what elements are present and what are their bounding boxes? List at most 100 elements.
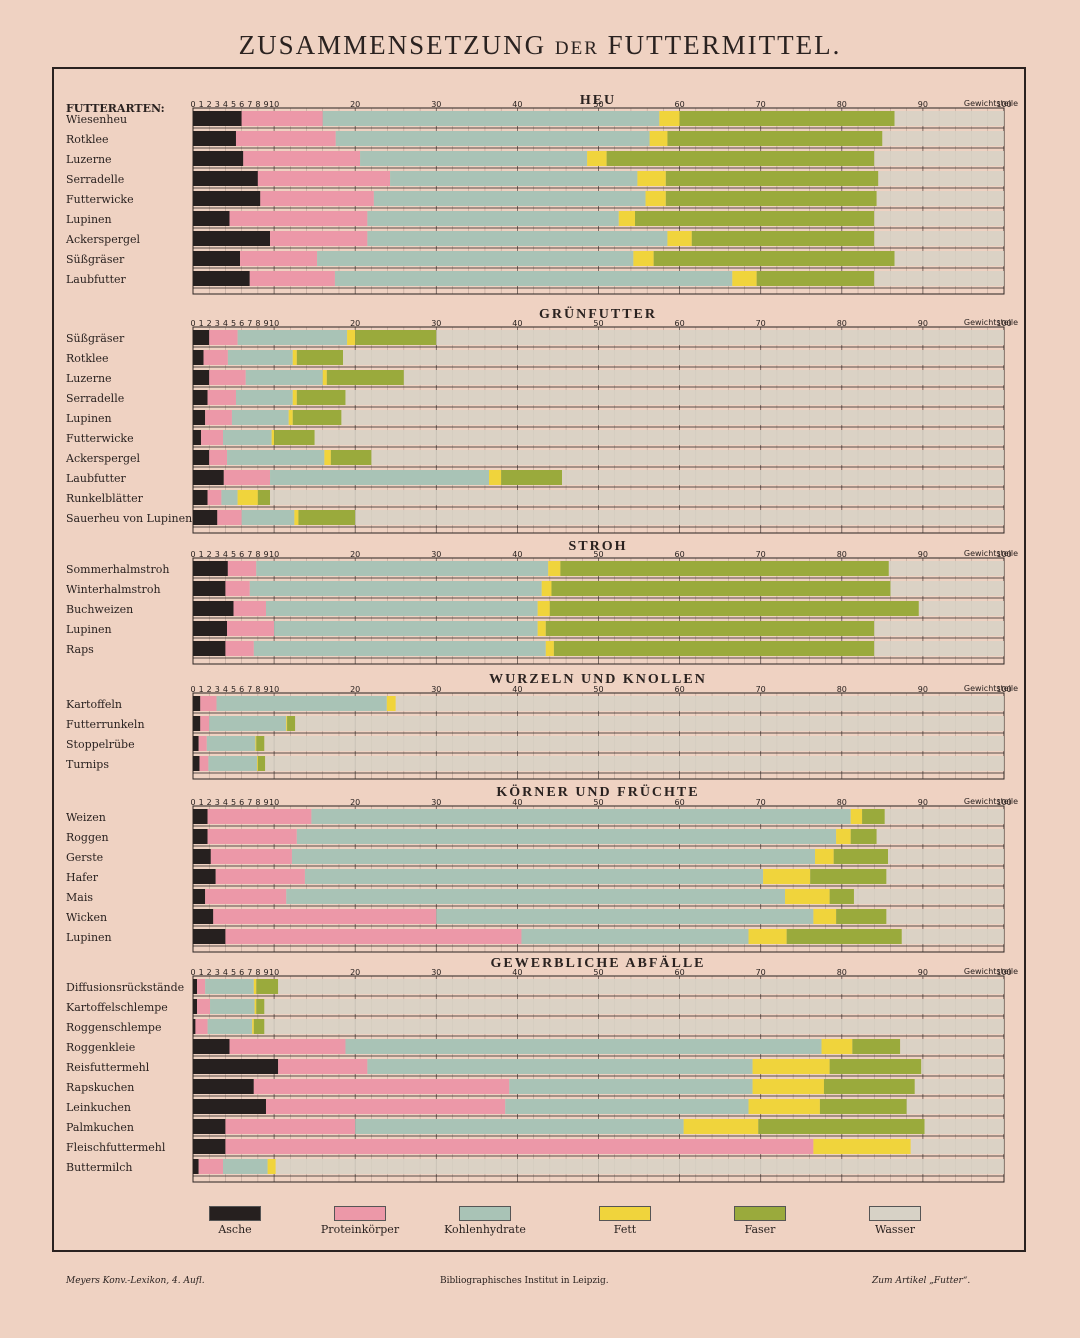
x-tick-label: 1 [199, 685, 204, 694]
bar-segment [193, 1159, 199, 1174]
bar-segment [330, 450, 372, 465]
bar-segment [256, 979, 279, 994]
bar-segment [786, 929, 902, 944]
x-tick-label: 30 [431, 100, 441, 109]
bar-segment [193, 1079, 254, 1094]
bar-segment [894, 111, 1004, 126]
bar-segment [210, 849, 292, 864]
x-tick-label: 3 [215, 550, 220, 559]
row-label: Lupinen [66, 623, 112, 636]
x-tick-label: 1 [199, 100, 204, 109]
bar-segment [819, 1099, 907, 1114]
bar-segment [683, 1119, 759, 1134]
bar-segment [882, 131, 1004, 146]
row-label: Lupinen [66, 931, 112, 944]
section-4: KÖRNER UND FRÜCHTE 0 1 2 3 4 5 6 7 8 9 10 20 30 40 50 60… [66, 783, 1018, 953]
row-label: Serradelle [66, 173, 124, 186]
x-tick-label: 20 [350, 319, 360, 328]
bar-segment [207, 829, 297, 844]
row-label: Winterhalmstroh [66, 583, 161, 596]
x-tick-label: 9 [263, 798, 268, 807]
bar-segment [291, 849, 816, 864]
section-title: KÖRNER UND FRÜCHTE [496, 783, 699, 800]
bar-segment [345, 1039, 822, 1054]
bar-segment [207, 1019, 253, 1034]
bar-segment [193, 410, 206, 425]
bar-segment [216, 696, 387, 711]
x-tick-label: 1 [199, 798, 204, 807]
legend-swatch [334, 1206, 386, 1221]
bar-segment [193, 621, 228, 636]
x-tick-label: 70 [756, 968, 766, 977]
x-tick-label: 40 [512, 798, 522, 807]
x-tick-label: 90 [918, 550, 928, 559]
bar-segment [193, 809, 208, 824]
row-label: Hafer [66, 871, 99, 884]
bar-segment [229, 211, 368, 226]
bar-segment [874, 211, 1004, 226]
bar-segment [360, 151, 588, 166]
x-tick-label: 100 [996, 968, 1011, 977]
bar-segment [207, 809, 312, 824]
legend-swatch [734, 1206, 786, 1221]
x-tick-label: 2 [207, 798, 212, 807]
row-label: Fleischfuttermehl [66, 1141, 166, 1154]
bar-segment [255, 736, 257, 751]
row-label: Buttermilch [66, 1161, 133, 1174]
x-tick-label: 4 [223, 319, 228, 328]
bar-segment [545, 621, 875, 636]
bar-segment [326, 370, 404, 385]
bar-segment [521, 929, 749, 944]
x-tick-label: 10 [269, 798, 279, 807]
x-tick-label: 2 [207, 319, 212, 328]
legend-label: Faser [744, 1223, 776, 1236]
bar-segment [548, 561, 561, 576]
bar-segment [748, 929, 787, 944]
bar-segment [489, 470, 502, 485]
bar-segment [193, 641, 226, 656]
bar-segment [501, 470, 563, 485]
bar-segment [901, 929, 1004, 944]
x-tick-label: 5 [231, 550, 236, 559]
legend-item: Kohlenhydrate [440, 1206, 530, 1236]
bar-segment [890, 581, 1004, 596]
bar-segment [906, 1099, 1004, 1114]
bar-segment [373, 191, 646, 206]
chart-frame [52, 67, 1026, 1252]
bar-segment [853, 889, 1004, 904]
bar-segment [193, 171, 258, 186]
row-label: Süßgräser [66, 253, 125, 266]
x-tick-label: 70 [756, 319, 766, 328]
bar-segment [241, 510, 295, 525]
bar-segment [201, 430, 224, 445]
x-tick-label: 0 [190, 550, 195, 559]
bar-segment [886, 869, 1004, 884]
x-tick-label: 70 [756, 685, 766, 694]
bar-segment [549, 601, 919, 616]
bar-segment [292, 390, 297, 405]
bar-segment [551, 581, 891, 596]
row-label: Wiesenheu [66, 113, 127, 126]
x-tick-label: 3 [215, 319, 220, 328]
bar-segment [199, 756, 209, 771]
title-part-2: FUTTERMITTEL. [607, 30, 842, 60]
bar-segment [322, 111, 660, 126]
unit-label: Gewichtsteile [964, 99, 1018, 108]
bar-segment [260, 191, 374, 206]
bar-segment [633, 251, 654, 266]
bar-segment [257, 490, 271, 505]
section-title: WURZELN UND KNOLLEN [489, 672, 707, 687]
bar-segment [876, 191, 1004, 206]
bar-segment [763, 869, 811, 884]
bar-segment [545, 641, 554, 656]
x-tick-label: 3 [215, 968, 220, 977]
legend-item: Wasser [850, 1206, 940, 1236]
bar-segment [193, 251, 241, 266]
x-tick-label: 50 [593, 319, 603, 328]
row-label: Reisfuttermehl [66, 1061, 150, 1074]
bar-segment [691, 231, 875, 246]
bar-segment [240, 251, 318, 266]
bar-segment [197, 999, 211, 1014]
row-label: Turnips [66, 758, 109, 771]
bar-segment [227, 621, 275, 636]
